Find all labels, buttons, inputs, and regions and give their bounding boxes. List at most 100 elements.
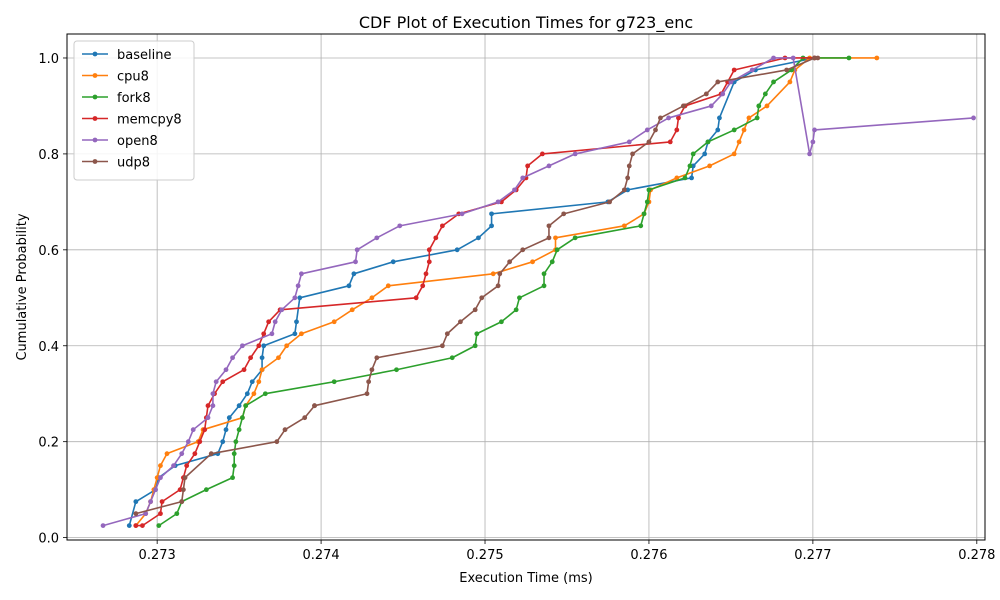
data-point-udp8 (133, 511, 139, 517)
data-point-open8 (240, 343, 245, 349)
data-point-udp8 (520, 247, 526, 253)
data-point-open8 (185, 439, 191, 445)
data-point-cpu8 (553, 235, 558, 241)
data-point-open8 (812, 127, 817, 133)
data-point-cpu8 (251, 391, 257, 397)
data-point-cpu8 (736, 139, 742, 145)
data-point-cpu8 (746, 115, 752, 121)
data-point-udp8 (479, 295, 485, 301)
data-point-fork8 (549, 259, 555, 265)
data-point-fork8 (233, 439, 239, 445)
data-point-udp8 (680, 103, 686, 109)
legend-swatch-marker (92, 94, 98, 100)
data-point-open8 (148, 499, 154, 505)
data-point-cpu8 (349, 307, 355, 313)
data-point-open8 (459, 211, 465, 217)
data-point-open8 (708, 103, 714, 109)
data-point-memcpy8 (413, 295, 419, 301)
data-point-open8 (720, 91, 726, 97)
data-point-baseline (625, 187, 631, 193)
series-line-cpu8 (135, 57, 877, 527)
data-point-baseline (351, 271, 357, 277)
data-point-udp8 (658, 115, 663, 121)
data-point-memcpy8 (676, 115, 681, 121)
data-point-fork8 (331, 379, 337, 385)
data-point-cpu8 (707, 163, 712, 169)
data-point-fork8 (846, 55, 852, 61)
data-point-memcpy8 (426, 247, 432, 253)
data-point-udp8 (626, 163, 632, 169)
data-point-memcpy8 (184, 463, 190, 469)
data-point-baseline (476, 235, 481, 241)
data-point-memcpy8 (426, 259, 432, 265)
legend: baseline cpu8 fork8 memcpy8 open8 udp8 (73, 40, 195, 181)
data-point-fork8 (682, 175, 688, 181)
data-point-open8 (299, 271, 304, 277)
data-point-memcpy8 (731, 67, 737, 73)
data-point-open8 (520, 175, 526, 181)
data-point-memcpy8 (266, 319, 272, 325)
data-point-memcpy8 (192, 451, 198, 457)
data-point-cpu8 (874, 55, 880, 61)
grid-lines (67, 34, 985, 540)
data-point-udp8 (282, 427, 288, 433)
data-point-udp8 (507, 259, 513, 265)
data-point-open8 (353, 259, 358, 265)
data-point-udp8 (472, 307, 478, 313)
data-point-memcpy8 (220, 379, 226, 385)
data-point-open8 (810, 139, 816, 145)
data-point-open8 (626, 139, 632, 145)
data-point-udp8 (366, 379, 372, 385)
data-point-udp8 (302, 415, 308, 421)
data-point-udp8 (497, 271, 503, 277)
legend-swatch-marker (92, 137, 98, 143)
data-point-udp8 (561, 211, 567, 217)
y-tick-label: 0.6 (38, 244, 59, 259)
data-point-udp8 (180, 487, 186, 493)
legend-entry-label: baseline (117, 48, 171, 63)
data-point-open8 (158, 475, 163, 481)
data-point-memcpy8 (140, 523, 145, 529)
data-point-baseline (702, 151, 708, 157)
data-point-fork8 (230, 475, 235, 481)
data-point-fork8 (517, 295, 522, 301)
data-point-fork8 (231, 463, 237, 469)
data-point-memcpy8 (539, 151, 545, 157)
data-point-cpu8 (369, 295, 375, 301)
data-point-memcpy8 (202, 427, 208, 433)
legend-swatch-marker (92, 73, 98, 78)
data-point-fork8 (394, 367, 399, 373)
data-point-baseline (220, 439, 226, 445)
data-point-udp8 (546, 223, 552, 229)
data-point-baseline (454, 247, 460, 253)
data-point-fork8 (641, 211, 647, 217)
data-point-open8 (397, 223, 403, 229)
data-point-fork8 (513, 307, 519, 313)
data-point-fork8 (541, 271, 547, 277)
data-point-cpu8 (284, 343, 290, 349)
data-point-cpu8 (621, 223, 627, 229)
data-point-open8 (546, 163, 552, 169)
data-point-memcpy8 (440, 223, 445, 229)
data-point-open8 (572, 151, 578, 157)
data-point-fork8 (762, 91, 768, 97)
data-point-fork8 (731, 127, 737, 133)
data-point-open8 (179, 451, 185, 457)
data-point-cpu8 (331, 319, 337, 325)
data-point-fork8 (572, 235, 578, 241)
data-point-udp8 (495, 283, 501, 289)
data-point-cpu8 (674, 175, 680, 181)
data-point-open8 (728, 79, 734, 85)
data-point-baseline (717, 115, 722, 121)
data-point-udp8 (274, 439, 280, 445)
y-tick-label: 1.0 (38, 52, 59, 67)
data-point-udp8 (715, 79, 721, 85)
data-point-udp8 (364, 391, 370, 397)
data-point-baseline (226, 415, 232, 421)
data-point-cpu8 (490, 271, 496, 277)
data-point-open8 (213, 379, 219, 385)
data-point-udp8 (646, 139, 652, 145)
y-axis-title: Cumulative Probability (15, 213, 30, 360)
x-tick-label: 0.274 (302, 548, 339, 563)
